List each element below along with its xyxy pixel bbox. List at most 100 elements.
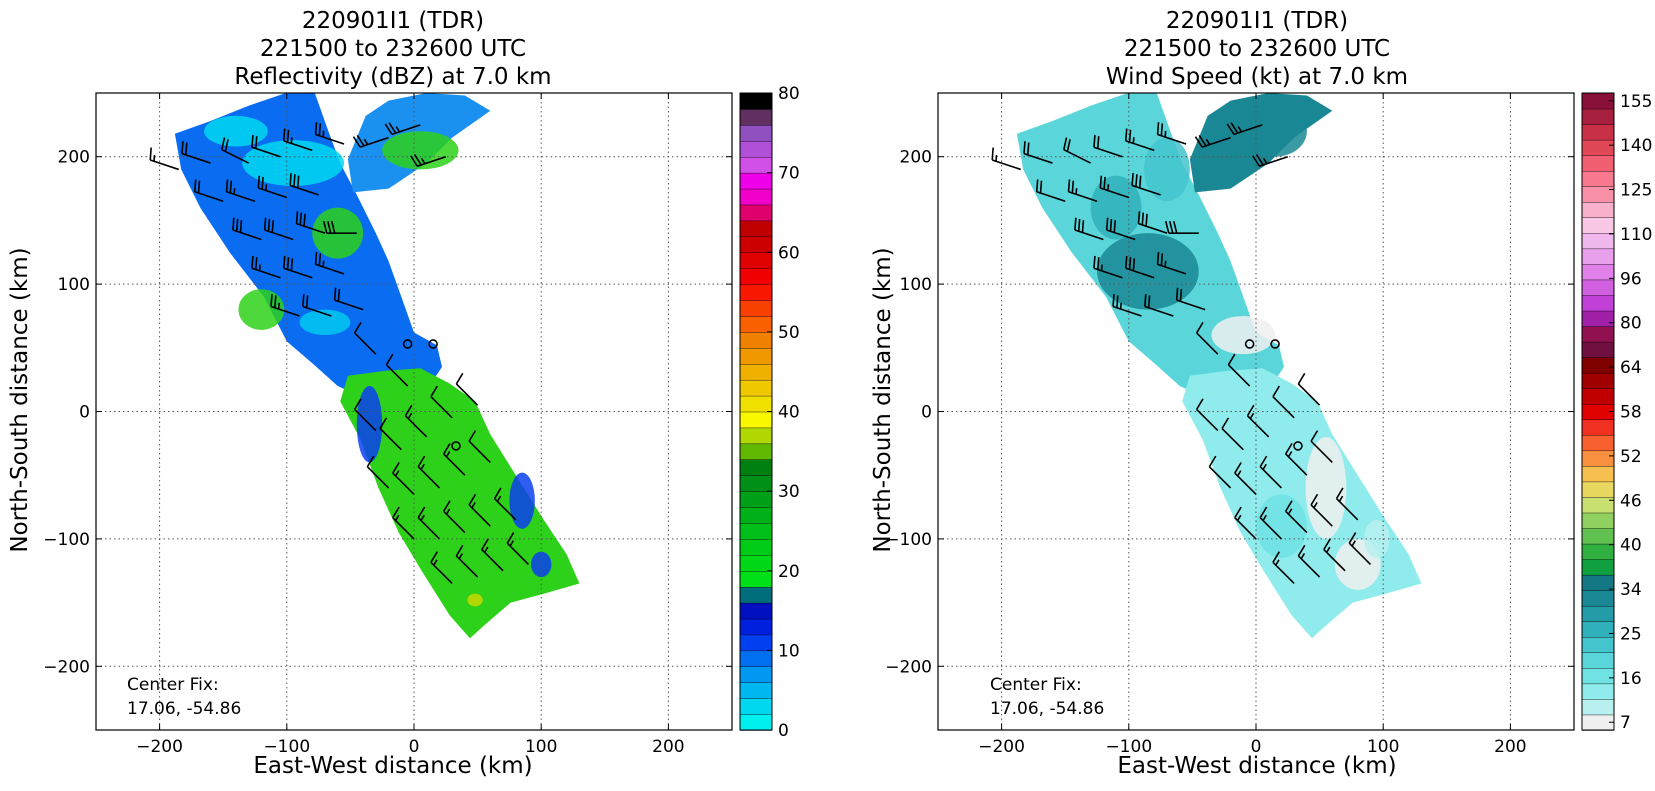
wind-speed-wind-barb-feather (1041, 181, 1042, 193)
reflectivity-wind-barb-feather (256, 136, 257, 148)
reflectivity-colorbar-segment (740, 619, 772, 635)
reflectivity-echo-patch (467, 594, 482, 607)
reflectivity-x-axis-label: East-West distance (km) (253, 753, 532, 779)
wind-speed-colorbar-segment (1582, 450, 1614, 466)
reflectivity-wind-barb-feather (300, 213, 301, 225)
reflectivity-colorbar-segment (740, 539, 772, 555)
wind-speed-colorbar-segment (1582, 217, 1614, 233)
reflectivity-center-fix-label: Center Fix: (127, 675, 219, 695)
reflectivity-colorbar-segment (740, 587, 772, 603)
reflectivity-wind-barb-feather (230, 181, 231, 193)
wind-speed-wind-barb-feather (1069, 179, 1070, 191)
reflectivity-wind-barb-feather (182, 141, 183, 153)
wind-speed-colorbar-segment (1582, 637, 1614, 653)
wind-speed-colorbar-segment (1582, 264, 1614, 280)
reflectivity-colorbar-segment (740, 412, 772, 428)
reflectivity-colorbar-segment (740, 682, 772, 698)
wind-speed-wind-barb-feather (1104, 177, 1105, 189)
reflectivity-colorbar-tick-label: 10 (778, 641, 800, 661)
wind-speed-wind-barb-feather (1132, 173, 1133, 185)
wind-speed-wind-barb-feather (992, 148, 993, 160)
reflectivity-colorbar-segment (740, 714, 772, 730)
reflectivity-colorbar-segment (740, 443, 772, 459)
wind-speed-colorbar-segment (1582, 668, 1614, 684)
wind-speed-colorbar-tick-label: 16 (1620, 669, 1642, 689)
reflectivity-wind-barb-feather (316, 122, 317, 134)
wind-speed-colorbar-segment (1582, 466, 1614, 482)
wind-speed-colorbar-segment (1582, 699, 1614, 715)
wind-speed-wind-barb-feather (1146, 214, 1147, 226)
reflectivity-colorbar-segment (740, 109, 772, 125)
reflectivity-colorbar-segment (740, 173, 772, 189)
wind-speed-echo-patch (1097, 233, 1199, 309)
reflectivity-colorbar-segment (740, 268, 772, 284)
wind-speed-colorbar-segment (1582, 202, 1614, 218)
reflectivity-wind-barb-feather (288, 130, 289, 142)
reflectivity-colorbar-segment (740, 332, 772, 348)
wind-speed-wind-barb-feather (1133, 258, 1134, 270)
reflectivity-wind-barb-feather (288, 257, 289, 269)
reflectivity-colorbar-segment (740, 507, 772, 523)
reflectivity-wind-barb-feather (290, 173, 291, 185)
reflectivity-colorbar-segment (740, 157, 772, 173)
wind-speed-x-axis-label: East-West distance (km) (1117, 753, 1396, 779)
reflectivity-colorbar-segment (740, 523, 772, 539)
wind-speed-colorbar-segment (1582, 419, 1614, 435)
reflectivity-wind-barb-feather (195, 179, 196, 191)
reflectivity-colorbar-segment (740, 698, 772, 714)
reflectivity-wind-barb-feather (256, 257, 257, 269)
reflectivity-echo-patch (531, 552, 551, 577)
wind-speed-wind-barb-feather (1177, 288, 1178, 300)
wind-speed-colorbar-tick-label: 40 (1620, 536, 1642, 556)
reflectivity-wind-barb-feather (252, 256, 253, 268)
wind-speed-colorbar-segment (1582, 528, 1614, 544)
wind-speed-colorbar-segment (1582, 326, 1614, 342)
reflectivity-colorbar-segment (740, 364, 772, 380)
reflectivity-colorbar-tick-label: 30 (778, 482, 800, 502)
wind-speed-wind-barb-feather (1107, 218, 1108, 230)
reflectivity-colorbar-segment (740, 220, 772, 236)
reflectivity-wind-barb-feather (227, 179, 228, 191)
reflectivity-wind-barb-feather (291, 258, 292, 270)
reflectivity-x-tick-label: 200 (652, 737, 684, 757)
reflectivity-wind-barb-feather (298, 176, 299, 188)
reflectivity-wind-barb-feather (303, 294, 304, 306)
wind-speed-colorbar-segment (1582, 295, 1614, 311)
wind-speed-echo-patch (1256, 494, 1307, 558)
reflectivity-title-line-2: 221500 to 232600 UTC (260, 36, 526, 62)
reflectivity-wind-barb-feather (252, 135, 253, 147)
wind-speed-wind-barb-feather (1114, 220, 1115, 232)
reflectivity-wind-barb-feather (199, 181, 200, 193)
reflectivity-colorbar-tick-label: 40 (778, 403, 800, 423)
wind-speed-title-line-2: 221500 to 232600 UTC (1124, 36, 1390, 62)
reflectivity-wind-barb-feather (186, 143, 187, 155)
reflectivity-wind-barb-feather (275, 295, 276, 307)
reflectivity-colorbar-segment (740, 475, 772, 491)
wind-speed-echo-patch (1211, 316, 1275, 354)
wind-speed-y-tick-label: 100 (900, 275, 932, 295)
reflectivity-colorbar-segment (740, 491, 772, 507)
wind-speed-wind-barb-feather (1094, 135, 1095, 147)
wind-speed-echo-patch (1364, 520, 1389, 558)
reflectivity-wind-barb-feather (150, 148, 151, 160)
reflectivity-wind-barb-feather (284, 129, 285, 141)
reflectivity-echo-patch (509, 473, 534, 529)
reflectivity-wind-barb-feather (319, 253, 320, 265)
wind-speed-colorbar-segment (1582, 109, 1614, 125)
wind-speed-colorbar-segment (1582, 606, 1614, 622)
reflectivity-colorbar-segment (740, 571, 772, 587)
wind-speed-wind-barb-feather (1100, 176, 1101, 188)
reflectivity-wind-barb-feather (258, 176, 259, 188)
reflectivity-colorbar-segment (740, 650, 772, 666)
reflectivity-colorbar-segment (740, 634, 772, 650)
reflectivity-title-line-3: Reflectivity (dBZ) at 7.0 km (234, 64, 551, 90)
wind-speed-colorbar-segment (1582, 124, 1614, 140)
wind-speed-colorbar-tick-label: 96 (1620, 269, 1642, 289)
wind-speed-wind-barb-feather (1075, 218, 1076, 230)
wind-speed-center-fix-label: Center Fix: (990, 675, 1082, 695)
reflectivity-colorbar-tick-label: 0 (778, 721, 789, 741)
wind-speed-wind-barb-feather (1028, 143, 1029, 155)
